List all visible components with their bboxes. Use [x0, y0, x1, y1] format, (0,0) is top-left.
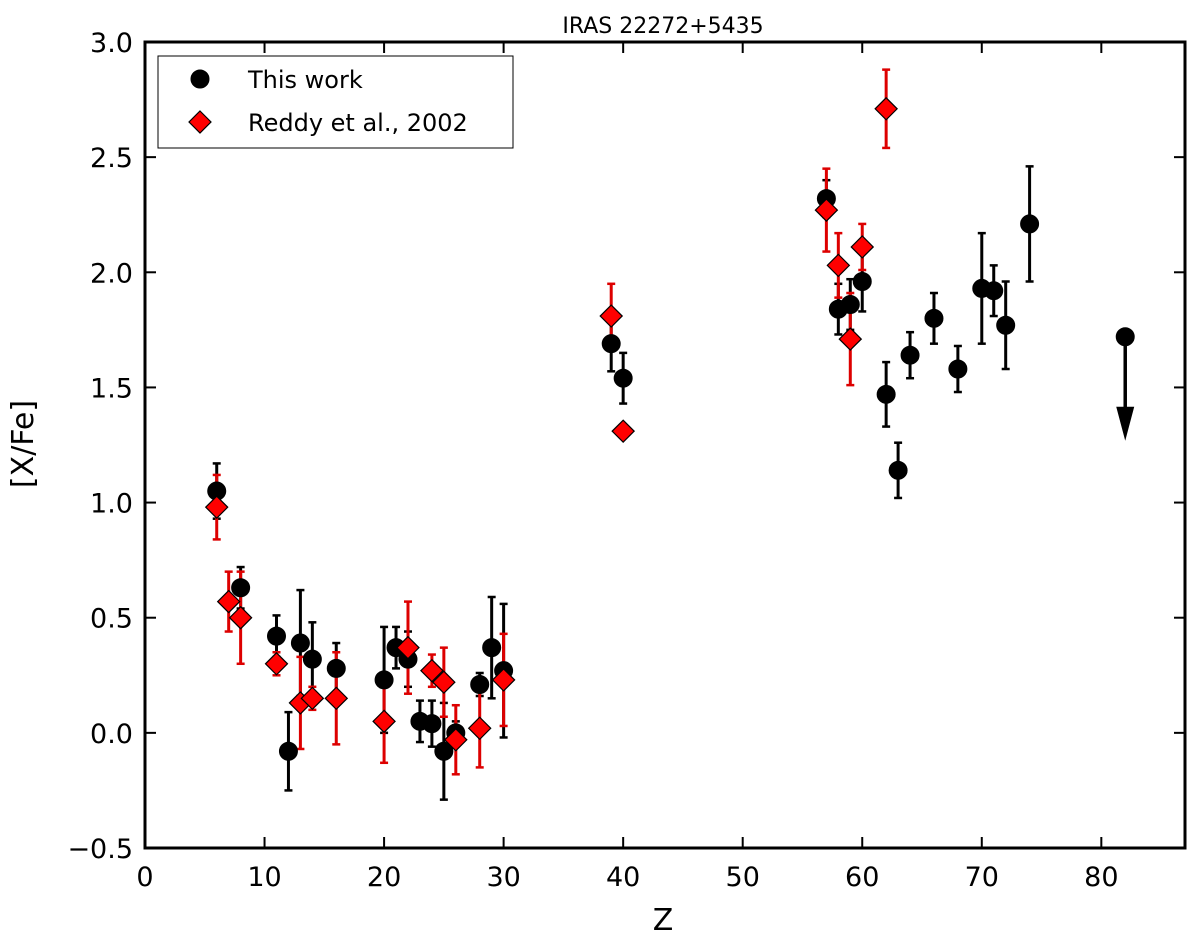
data-point-this-work	[326, 658, 346, 678]
data-point-this-work	[470, 674, 490, 694]
plot-frame	[143, 40, 1187, 850]
data-point-this-work	[278, 741, 298, 761]
x-tick-label: 50	[726, 862, 760, 893]
x-tick-label: 40	[606, 862, 640, 893]
data-point-this-work	[840, 295, 860, 315]
data-point-reddy	[491, 668, 516, 692]
x-tick-label: 70	[965, 862, 999, 893]
data-point-reddy	[432, 670, 456, 695]
data-point-reddy	[826, 253, 851, 278]
data-point-reddy	[611, 419, 636, 444]
axes: 0 10 20 30 40 50 60 70 80 −0.5 0.0 0.5 1.0 1.5 2.0 2.5 3…	[67, 28, 1187, 893]
data-point-this-work	[434, 741, 454, 761]
data-point-this-work	[374, 670, 394, 690]
y-tick-label: 3.0	[90, 28, 133, 59]
data-point-reddy	[850, 235, 875, 259]
x-tick-label: 80	[1084, 862, 1118, 893]
plot-area	[204, 68, 1135, 801]
y-tick-label: −0.5	[67, 834, 133, 865]
data-point-this-work	[996, 315, 1016, 335]
data-point-this-work	[900, 345, 920, 365]
legend-label: Reddy et al., 2002	[248, 109, 468, 137]
x-tick-label: 0	[136, 862, 153, 893]
x-tick-label: 30	[486, 862, 520, 893]
data-point-this-work	[613, 368, 633, 388]
x-tick-label: 20	[367, 862, 401, 893]
legend-marker-this-work	[190, 69, 210, 89]
data-point-this-work	[231, 578, 251, 598]
legend-box	[157, 55, 514, 149]
data-point-reddy	[204, 495, 229, 520]
data-point-reddy	[814, 198, 839, 222]
y-tick-label: 2.5	[90, 143, 133, 174]
data-point-reddy	[300, 686, 325, 711]
data-point-reddy	[467, 716, 492, 741]
x-tick-label: 60	[845, 862, 879, 893]
y-tick-label: 0.5	[90, 604, 133, 635]
x-axis-title: Z	[653, 903, 674, 936]
y-tick-label: 2.0	[90, 258, 133, 289]
data-point-this-work	[888, 460, 908, 480]
data-point-reddy	[264, 651, 289, 676]
data-point-reddy	[838, 327, 863, 351]
data-point-this-work	[852, 271, 872, 291]
data-point-this-work	[1020, 214, 1040, 234]
data-point-this-work	[422, 714, 442, 734]
data-point-reddy	[372, 709, 396, 734]
y-axis-title: [X/Fe]	[6, 400, 41, 488]
data-point-this-work	[924, 308, 944, 328]
plot-title: IRAS 22272+5435	[562, 14, 763, 39]
data-point-this-work	[948, 359, 968, 379]
data-point-reddy	[216, 589, 241, 614]
data-point-reddy	[874, 96, 898, 121]
data-point-this-work	[876, 384, 896, 404]
y-tick-label: 0.0	[90, 719, 133, 750]
data-point-reddy	[324, 686, 349, 711]
data-point-reddy	[443, 727, 468, 752]
data-point-reddy	[599, 304, 624, 328]
y-tick-label: 1.5	[90, 373, 133, 404]
x-tick-label: 10	[247, 862, 281, 893]
legend-label: This work	[247, 66, 363, 94]
data-point-this-work	[601, 334, 621, 354]
y-tick-label: 1.0	[90, 489, 133, 520]
data-point-this-work	[290, 633, 310, 653]
legend-marker-reddy	[188, 110, 212, 134]
data-point-this-work	[302, 649, 322, 669]
data-point-reddy	[396, 635, 420, 660]
legend: This work Reddy et al., 2002	[157, 55, 514, 149]
data-point-this-work	[482, 638, 502, 658]
data-point-this-work	[984, 281, 1004, 301]
upper-limit-arrow-head	[1116, 406, 1135, 441]
data-point-reddy	[228, 605, 253, 630]
data-point-this-work	[266, 626, 286, 646]
data-point-reddy	[420, 658, 444, 683]
